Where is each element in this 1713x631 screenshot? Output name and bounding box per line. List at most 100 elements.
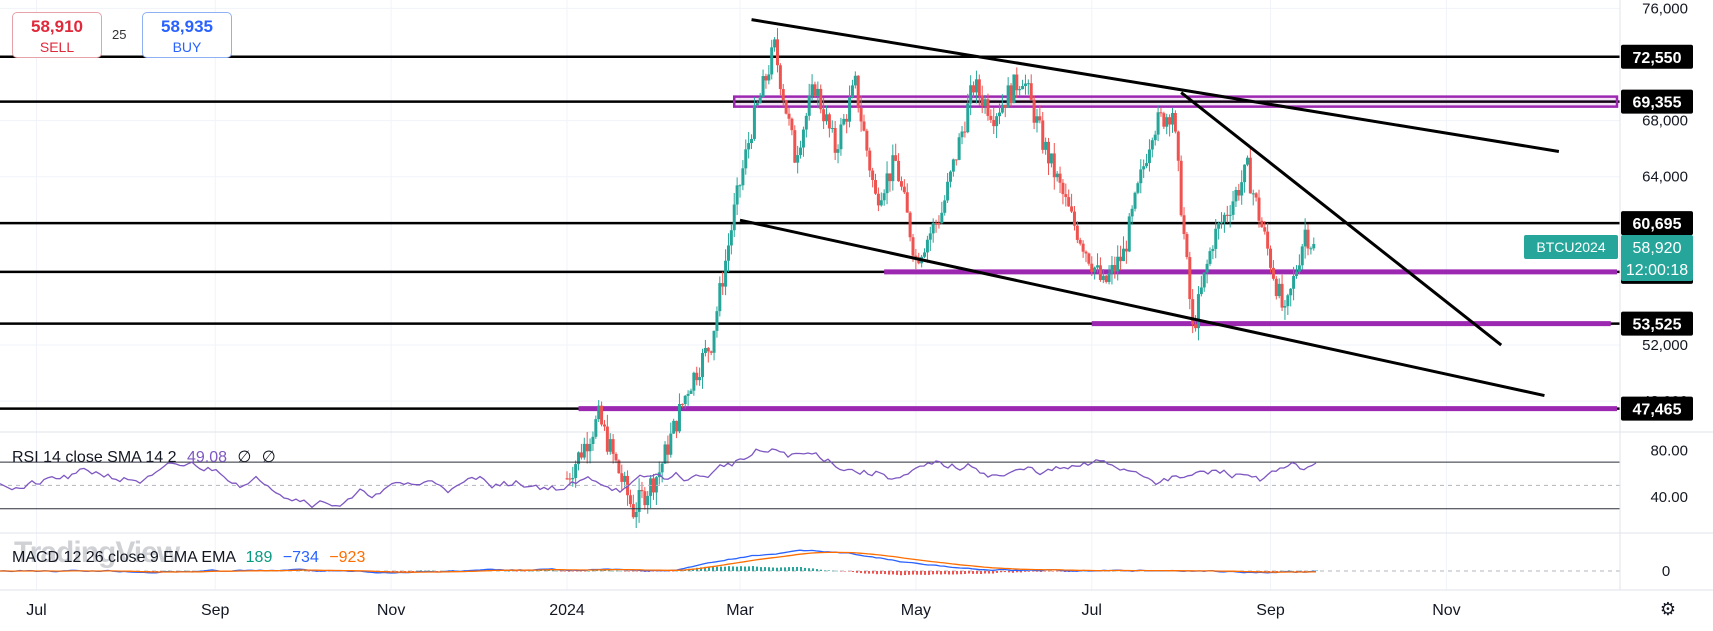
candle-body	[1107, 273, 1111, 282]
candle-body	[977, 79, 981, 96]
candle-body	[801, 129, 805, 148]
candle-body	[1194, 324, 1198, 329]
macd-histogram-bar	[160, 571, 162, 572]
candle-body	[807, 95, 811, 116]
candle-body	[1101, 275, 1105, 280]
candle-body	[750, 138, 754, 144]
macd-histogram-bar	[304, 570, 306, 571]
macd-histogram-bar	[888, 571, 890, 575]
price-tick-label: 68,000	[1642, 113, 1688, 130]
macd-histogram-bar	[912, 571, 914, 575]
macd-histogram-bar	[736, 566, 738, 571]
candle-body	[1300, 246, 1304, 266]
macd-histogram-bar	[908, 571, 910, 575]
candle-body	[715, 311, 719, 331]
time-axis[interactable]: Jul Sep Nov 2024 Mar May Jul Sep Nov ⚙	[0, 589, 1713, 619]
grid-lines	[0, 0, 1713, 590]
macd-histogram-bar	[1032, 571, 1034, 572]
macd-histogram-bar	[884, 571, 886, 575]
macd-histogram-bar	[804, 567, 806, 571]
macd-histogram-bar	[404, 571, 406, 572]
macd-histogram-bar	[432, 570, 434, 572]
macd-panel: 0	[0, 549, 1670, 580]
level-price-label: 72,550	[1633, 50, 1682, 67]
candle-body	[686, 393, 690, 396]
time-tick-label: Jul	[26, 602, 46, 619]
candle-body	[1220, 222, 1224, 224]
candle-body	[1165, 117, 1169, 127]
candle-body	[1110, 265, 1114, 274]
candle-body	[1283, 306, 1287, 308]
macd-histogram-bar	[864, 571, 866, 574]
time-tick-label: Sep	[201, 602, 230, 619]
macd-histogram-bar	[948, 571, 950, 575]
candle-body	[969, 85, 973, 104]
buy-price: 58,935	[161, 17, 213, 36]
macd-histogram-bar	[592, 570, 594, 572]
candle-body	[582, 443, 586, 458]
candle-body	[940, 212, 944, 224]
trendline	[739, 218, 1545, 397]
macd-histogram-bar	[800, 567, 802, 571]
macd-histogram-value: 189	[245, 549, 273, 566]
rsi-legend[interactable]: RSI 14 close SMA 14 2 49.08 ∅ ∅	[12, 447, 276, 467]
candle-body	[1023, 83, 1027, 87]
candle-body	[1294, 271, 1298, 276]
macd-histogram-bar	[616, 570, 618, 572]
price-tick-label: 52,000	[1642, 337, 1688, 354]
candle-body	[1196, 294, 1200, 329]
sell-label: SELL	[39, 39, 75, 55]
macd-histogram-bar	[780, 567, 782, 571]
candle-body	[986, 99, 990, 116]
candle-body	[718, 283, 722, 312]
candle-body	[836, 149, 840, 153]
candle-body	[614, 453, 618, 461]
candle-body	[1171, 113, 1174, 125]
macd-legend[interactable]: MACD 12 26 close 9 EMA EMA 189 −734 −923	[12, 549, 365, 567]
candle-body	[597, 405, 601, 420]
candle-body	[588, 443, 592, 452]
macd-histogram-bar	[632, 571, 634, 572]
candle-body	[741, 168, 745, 186]
buy-button[interactable]: 58,935 BUY	[142, 12, 232, 58]
macd-histogram-bar	[560, 571, 562, 572]
candle-body	[859, 108, 863, 122]
candle-body	[1199, 287, 1203, 295]
sell-button[interactable]: 58,910 SELL	[12, 12, 102, 58]
macd-histogram-bar	[1284, 570, 1286, 572]
candle-body	[669, 433, 673, 455]
macd-histogram-bar	[1276, 571, 1278, 572]
candle-body	[1087, 253, 1091, 264]
candle-body	[865, 130, 869, 151]
candle-body	[1173, 113, 1177, 132]
macd-histogram-bar	[960, 571, 962, 575]
candle-body	[871, 170, 875, 180]
candle-body	[1309, 248, 1313, 250]
candle-body	[1078, 239, 1082, 244]
macd-histogram-bar	[720, 566, 722, 571]
candle-body	[1064, 194, 1068, 198]
macd-histogram-bar	[764, 567, 766, 571]
candle-body	[617, 460, 621, 474]
candle-body	[937, 222, 941, 224]
macd-histogram-bar	[964, 571, 966, 574]
macd-histogram-bar	[816, 569, 818, 571]
candle-body	[1032, 99, 1036, 123]
macd-histogram-bar	[1272, 571, 1274, 572]
macd-histogram-bar	[568, 571, 570, 572]
macd-histogram-bar	[992, 571, 994, 574]
price-axis[interactable]: 76,00068,00064,00052,00048,00072,55069,3…	[1524, 0, 1693, 590]
candle-body	[764, 76, 768, 81]
macd-histogram-bar	[540, 570, 542, 571]
macd-histogram-bar	[640, 571, 642, 572]
candle-body	[706, 347, 710, 352]
candle-body	[868, 150, 872, 171]
settings-gear-icon[interactable]: ⚙	[1660, 599, 1676, 619]
candle-body	[1234, 190, 1238, 202]
candle-body	[946, 181, 950, 201]
last-price-tag	[1621, 234, 1693, 281]
macd-histogram-bar	[748, 566, 750, 571]
candle-body	[980, 95, 984, 106]
last-price-label: 58,920	[1633, 240, 1682, 257]
